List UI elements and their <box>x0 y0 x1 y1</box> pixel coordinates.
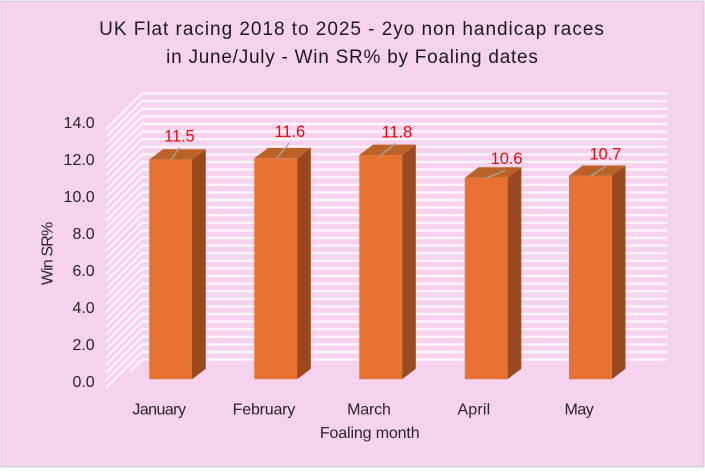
svg-text:April: April <box>457 401 490 418</box>
svg-text:14.0: 14.0 <box>64 115 95 132</box>
svg-text:Foaling month: Foaling month <box>320 425 420 442</box>
svg-text:11.8: 11.8 <box>382 124 413 142</box>
svg-text:8.0: 8.0 <box>72 226 94 243</box>
svg-text:March: March <box>347 401 391 418</box>
svg-text:in June/July - Win SR% by Foal: in June/July - Win SR% by Foaling dates <box>166 47 538 68</box>
svg-text:May: May <box>564 401 593 418</box>
svg-text:4.0: 4.0 <box>72 300 94 317</box>
svg-text:UK Flat racing 2018 to 2025 -: UK Flat racing 2018 to 2025 - 2yo non ha… <box>99 19 605 40</box>
svg-text:10.7: 10.7 <box>589 146 621 164</box>
svg-text:6.0: 6.0 <box>72 263 94 280</box>
svg-text:10.6: 10.6 <box>491 150 523 168</box>
svg-text:February: February <box>233 401 296 418</box>
svg-text:0.0: 0.0 <box>72 374 94 391</box>
svg-text:12.0: 12.0 <box>64 152 95 169</box>
svg-text:Win SR%: Win SR% <box>40 222 57 285</box>
svg-text:2.0: 2.0 <box>72 337 94 354</box>
svg-text:January: January <box>132 401 186 418</box>
svg-text:10.0: 10.0 <box>64 189 95 206</box>
svg-text:11.6: 11.6 <box>275 123 306 141</box>
svg-text:11.5: 11.5 <box>164 128 195 146</box>
